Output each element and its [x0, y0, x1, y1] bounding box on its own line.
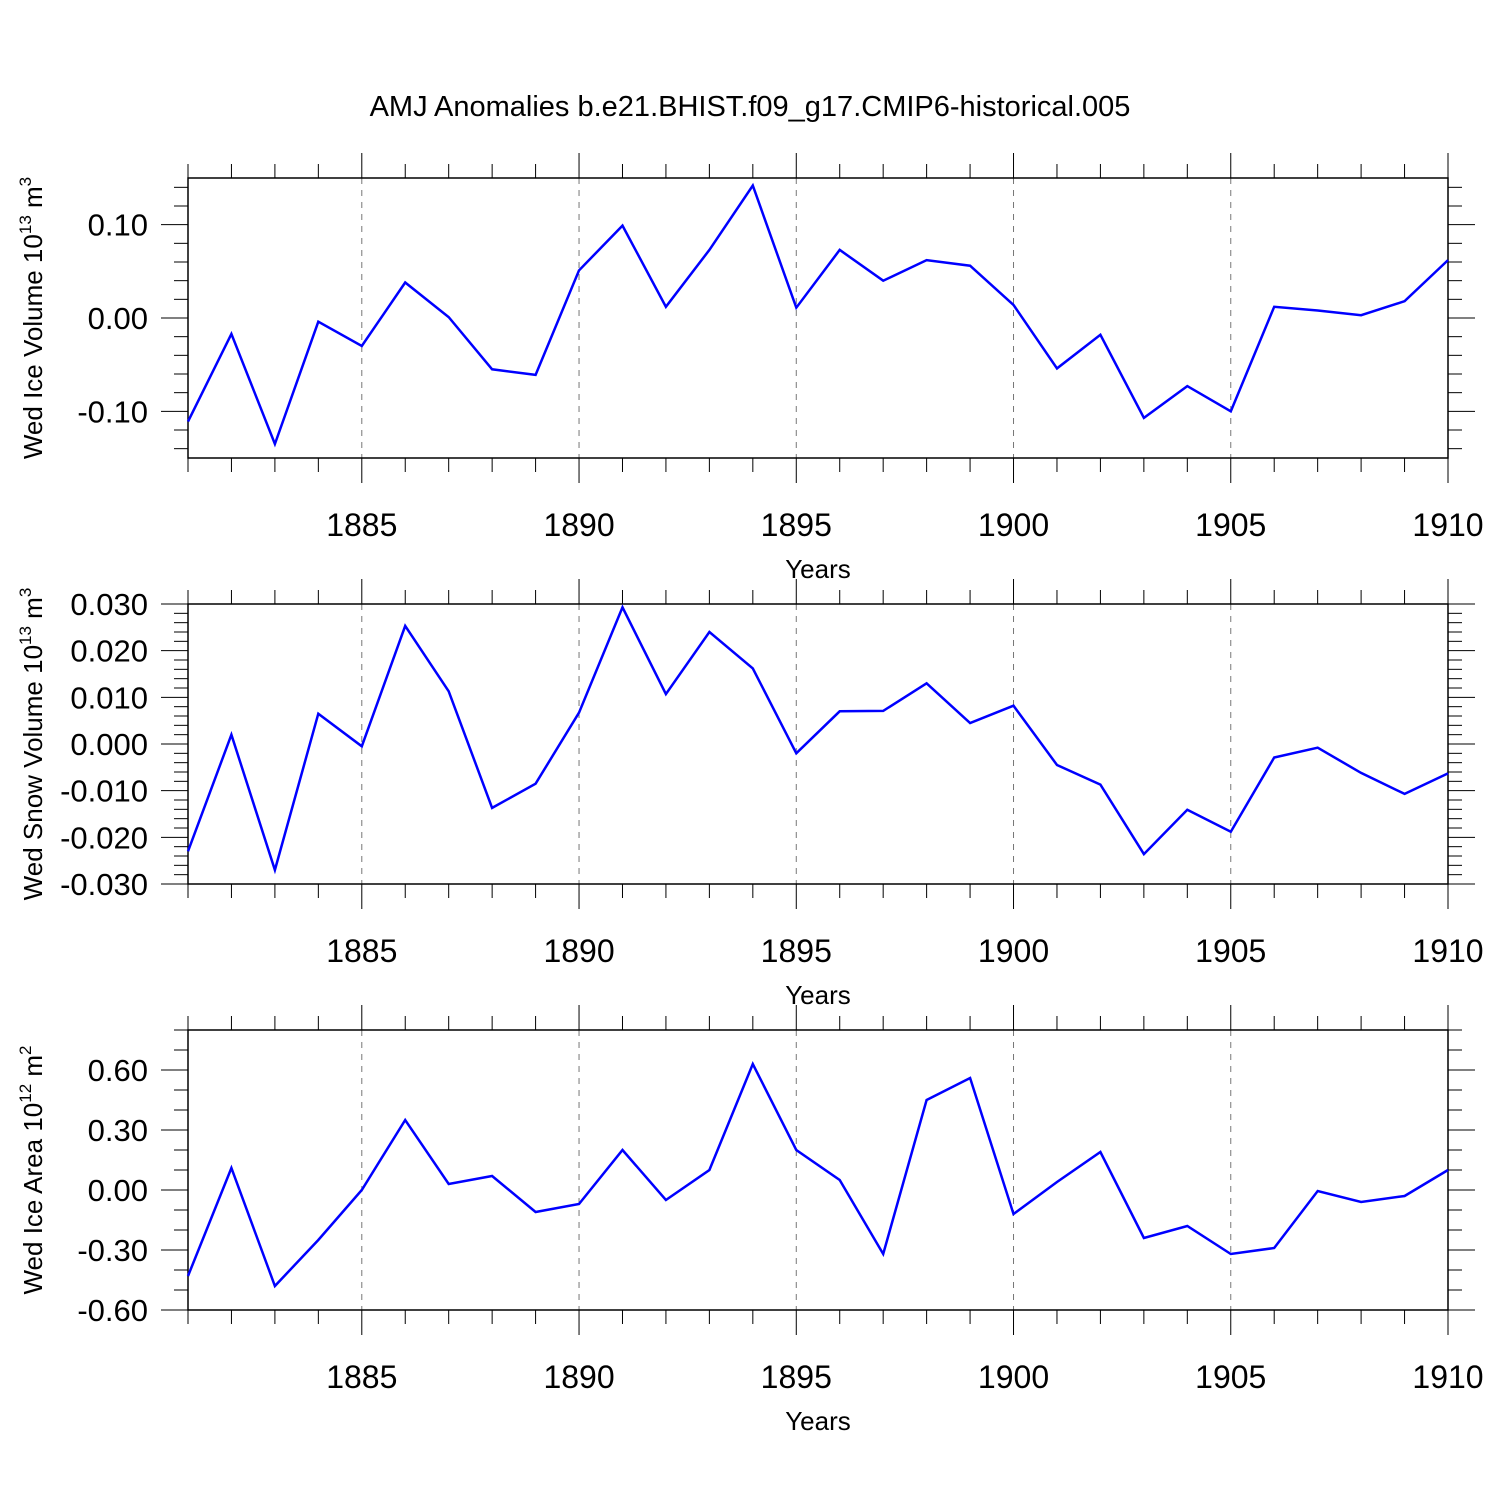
plot-frame [188, 1030, 1448, 1310]
figure-title: AMJ Anomalies b.e21.BHIST.f09_g17.CMIP6-… [370, 91, 1131, 123]
y-tick-label: 0.020 [70, 634, 148, 669]
y-tick-label: -0.010 [60, 774, 148, 809]
y-axis-label-text: Wed Ice Area 10 [18, 1103, 48, 1295]
plot-frame [188, 178, 1448, 458]
x-axis-label: Years [785, 1406, 851, 1436]
y-axis-label-exponent: 13 [16, 215, 35, 234]
y-tick-label: 0.00 [88, 1173, 148, 1208]
x-tick-label-1895: 1895 [761, 507, 832, 543]
x-tick-label-1910: 1910 [1412, 507, 1483, 543]
x-tick-label-1890: 1890 [543, 507, 614, 543]
y-axis-label: Wed Ice Volume 1013 m3 [16, 177, 48, 459]
x-axis-label: Years [785, 980, 851, 1010]
x-tick-label-1905: 1905 [1195, 1359, 1266, 1395]
x-axis-label: Years [785, 554, 851, 584]
y-tick-label: -0.030 [60, 867, 148, 902]
y-tick-label: -0.020 [60, 820, 148, 855]
y-axis-label-unit: m [18, 1055, 48, 1084]
x-tick-label-1890: 1890 [543, 1359, 614, 1395]
y-axis-label: Wed Snow Volume 1013 m3 [16, 588, 48, 901]
y-axis-label-unit-exponent: 3 [16, 177, 35, 186]
plot-frame [188, 604, 1448, 884]
x-tick-label-1900: 1900 [978, 1359, 1049, 1395]
y-axis-label: Wed Ice Area 1012 m2 [16, 1045, 48, 1294]
y-axis-label-exponent: 13 [16, 626, 35, 645]
chart-snow-volume: -0.030 -0.020 -0.010 0.000 0.010 0.020 0.030 18… [16, 579, 1484, 1010]
y-tick-label: -0.60 [77, 1293, 148, 1328]
x-tick-label-1900: 1900 [978, 507, 1049, 543]
y-tick-label: 0.030 [70, 587, 148, 622]
chart-ice-area: -0.60 -0.30 0.00 0.30 0.60 1885 1890 1895 1900 19… [16, 1005, 1484, 1436]
x-tick-label-1885: 1885 [326, 933, 397, 969]
y-axis-label-unit: m [18, 186, 48, 215]
x-tick-label-1895: 1895 [761, 1359, 832, 1395]
y-axis-label-unit-exponent: 2 [16, 1045, 35, 1054]
x-tick-label-1890: 1890 [543, 933, 614, 969]
x-tick-label-1885: 1885 [326, 507, 397, 543]
y-tick-label: -0.10 [77, 394, 148, 429]
y-axis-label-text: Wed Ice Volume 10 [18, 234, 48, 459]
series-line-snow-volume [188, 607, 1448, 870]
y-axis-label-exponent: 12 [16, 1084, 35, 1103]
x-tick-label-1895: 1895 [761, 933, 832, 969]
y-tick-label: 0.10 [88, 208, 148, 243]
y-axis-label-unit: m [18, 597, 48, 626]
y-tick-label: -0.30 [77, 1233, 148, 1268]
y-axis-label-unit-exponent: 3 [16, 588, 35, 597]
y-axis-label-text: Wed Snow Volume 10 [18, 645, 48, 900]
y-tick-label: 0.00 [88, 301, 148, 336]
y-tick-label: 0.30 [88, 1113, 148, 1148]
chart-ice-volume: -0.10 0.00 0.10 1885 1890 1895 1900 1905 1910 Yea… [16, 153, 1484, 584]
x-tick-label-1900: 1900 [978, 933, 1049, 969]
y-tick-label: 0.000 [70, 727, 148, 762]
x-tick-label-1910: 1910 [1412, 933, 1483, 969]
x-tick-label-1905: 1905 [1195, 933, 1266, 969]
x-tick-label-1910: 1910 [1412, 1359, 1483, 1395]
series-line-ice-area [188, 1064, 1448, 1286]
x-tick-label-1905: 1905 [1195, 507, 1266, 543]
series-line-ice-volume [188, 186, 1448, 445]
x-tick-label-1885: 1885 [326, 1359, 397, 1395]
y-tick-label: 0.60 [88, 1053, 148, 1088]
y-tick-label: 0.010 [70, 680, 148, 715]
